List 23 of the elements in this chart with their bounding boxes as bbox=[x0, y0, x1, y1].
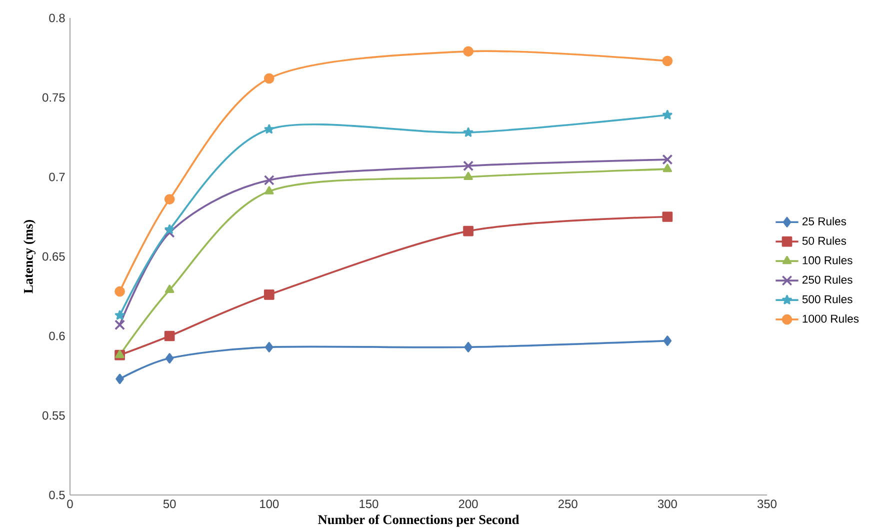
x-tick-label: 50 bbox=[163, 500, 176, 508]
y-tick-label: 0.75 bbox=[42, 93, 65, 102]
x-tick-label: 200 bbox=[458, 500, 478, 508]
y-tick-label: 0.5 bbox=[49, 490, 65, 500]
y-tick-label: 0.8 bbox=[49, 14, 65, 22]
x-tick-label: 100 bbox=[260, 500, 279, 508]
y-tick-label: 0.7 bbox=[49, 172, 65, 182]
legend-label: 100 Rules bbox=[802, 256, 852, 264]
y-axis-title: Latency (ms) bbox=[23, 220, 36, 294]
y-tick-label: 0.65 bbox=[42, 252, 65, 261]
legend-label: 25 Rules bbox=[802, 217, 846, 226]
legend-label: 50 Rules bbox=[802, 236, 846, 245]
x-tick-label: 250 bbox=[558, 500, 578, 508]
legend-label: 250 Rules bbox=[802, 275, 852, 284]
legend-label: 1000 Rules bbox=[802, 314, 859, 323]
legend-label: 500 Rules bbox=[802, 294, 852, 304]
y-tick-label: 0.55 bbox=[42, 411, 65, 420]
y-tick-label: 0.6 bbox=[49, 332, 65, 340]
x-tick-label: 300 bbox=[658, 500, 677, 508]
x-tick-label: 0 bbox=[67, 500, 73, 508]
x-tick-label: 350 bbox=[757, 500, 777, 508]
x-axis-title: Number of Connections per Second bbox=[318, 514, 520, 527]
x-tick-label: 150 bbox=[360, 500, 378, 508]
